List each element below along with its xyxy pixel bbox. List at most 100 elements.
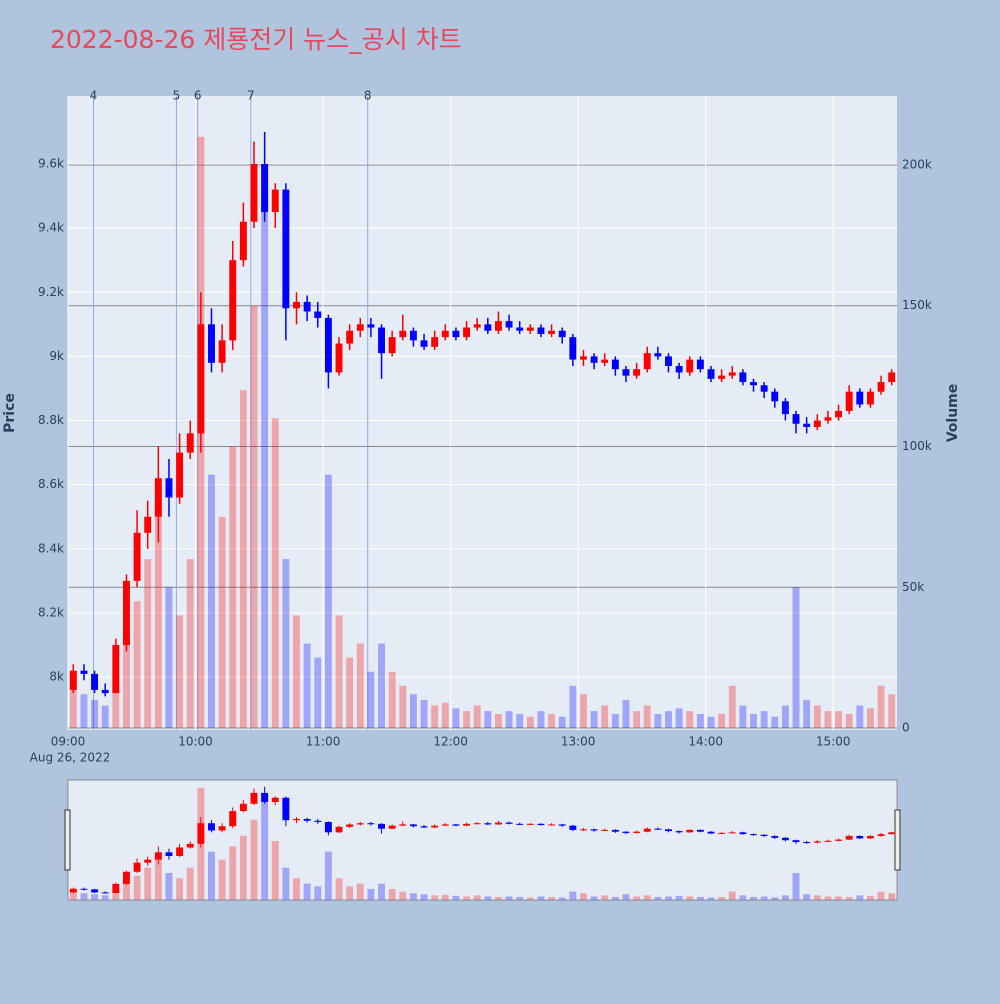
candle-body — [643, 828, 651, 832]
volume-bar — [112, 891, 120, 900]
candle-body — [452, 824, 460, 826]
candle-body — [866, 835, 874, 839]
candle-body — [866, 391, 874, 405]
candle-body — [601, 359, 609, 363]
candle-body — [388, 825, 396, 829]
candle-body — [781, 837, 789, 841]
candle-body — [526, 327, 534, 331]
volume-bar — [271, 841, 279, 900]
candle-body — [388, 337, 396, 354]
volume-bar — [388, 671, 396, 729]
candle-body — [654, 353, 662, 357]
volume-bar — [665, 896, 672, 900]
volume-bar — [654, 713, 662, 729]
candle-body — [431, 337, 439, 347]
candle-body — [718, 375, 726, 379]
volume-bar — [154, 856, 162, 900]
range-slider[interactable] — [67, 779, 898, 901]
volume-bar — [69, 671, 77, 729]
volume-bar — [558, 716, 566, 729]
volume-bar — [133, 875, 141, 900]
candle-body — [611, 829, 619, 832]
candle-body — [431, 825, 439, 828]
candle-body — [675, 366, 683, 373]
volume-bar — [229, 846, 237, 900]
candle-body — [718, 832, 726, 834]
candle-body — [229, 811, 237, 827]
candle-body — [186, 843, 194, 848]
volume-bar — [803, 699, 811, 729]
volume-bar — [176, 615, 184, 729]
volume-bar — [675, 708, 683, 729]
candle-body — [208, 823, 215, 831]
volume-bar — [633, 711, 641, 729]
candle-body — [771, 391, 779, 402]
volume-bar — [835, 711, 842, 729]
volume-bar — [845, 896, 853, 900]
candle-body — [399, 824, 407, 826]
volume-bar — [558, 897, 566, 900]
candle-body — [80, 670, 88, 674]
volume-bar — [696, 713, 704, 729]
candle-body — [176, 452, 184, 498]
candle-body — [728, 832, 736, 834]
candle-body — [484, 823, 492, 825]
candle-body — [250, 163, 258, 222]
candle-body — [69, 670, 77, 690]
volume-bar — [409, 694, 417, 729]
x-tick-label: 12:00 — [433, 735, 468, 749]
candle-body — [888, 832, 896, 835]
chart-title: 2022-08-26 제룡전기 뉴스_공시 차트 — [50, 25, 462, 54]
candle-body — [441, 824, 449, 826]
volume-bar — [750, 713, 757, 729]
candle-body — [133, 862, 141, 872]
volume-bar — [877, 891, 885, 900]
candle-body — [409, 824, 417, 827]
volume-bar — [346, 657, 354, 729]
y2-tick-label: 100k — [902, 439, 932, 453]
candle-body — [877, 382, 885, 392]
volume-bar — [186, 559, 194, 729]
candle-body — [835, 410, 842, 418]
candle-body — [218, 826, 226, 831]
candle-body — [473, 324, 481, 328]
candle-body — [229, 260, 237, 341]
candle-body — [441, 330, 449, 338]
candle-body — [686, 829, 694, 833]
volume-bar — [866, 708, 874, 729]
x-sublabel: Aug 26, 2022 — [30, 751, 111, 765]
slider-handle[interactable] — [894, 809, 901, 871]
y2-tick-label: 0 — [902, 721, 910, 735]
candle-body — [101, 892, 109, 894]
candle-body — [112, 645, 120, 694]
candle-body — [665, 356, 672, 367]
y-tick-label: 8.4k — [38, 541, 64, 555]
volume-bar — [516, 896, 524, 900]
candle-body — [303, 301, 311, 312]
candle-body — [803, 842, 811, 844]
candle-body — [356, 823, 364, 825]
candle-body — [271, 797, 279, 802]
candle-body — [622, 369, 630, 376]
candle-body — [154, 852, 162, 860]
volume-bar — [548, 713, 556, 729]
candle-body — [643, 353, 651, 370]
volume-bar — [845, 713, 853, 729]
event-label: 6 — [194, 89, 202, 103]
candle-body — [186, 433, 194, 453]
volume-bar — [314, 657, 322, 729]
volume-bar — [123, 629, 130, 729]
candle-body — [845, 835, 853, 840]
volume-bar — [133, 601, 141, 729]
slider-handle[interactable] — [64, 809, 71, 871]
candle-body — [760, 385, 768, 392]
candle-body — [346, 824, 354, 827]
volume-bar — [792, 587, 800, 729]
volume-bar — [728, 891, 736, 900]
volume-bar — [505, 896, 513, 900]
volume-bar — [154, 502, 162, 729]
volume-bar — [324, 474, 332, 729]
candle-body — [569, 337, 577, 360]
volume-bar — [346, 886, 354, 900]
candle-body — [494, 822, 502, 825]
